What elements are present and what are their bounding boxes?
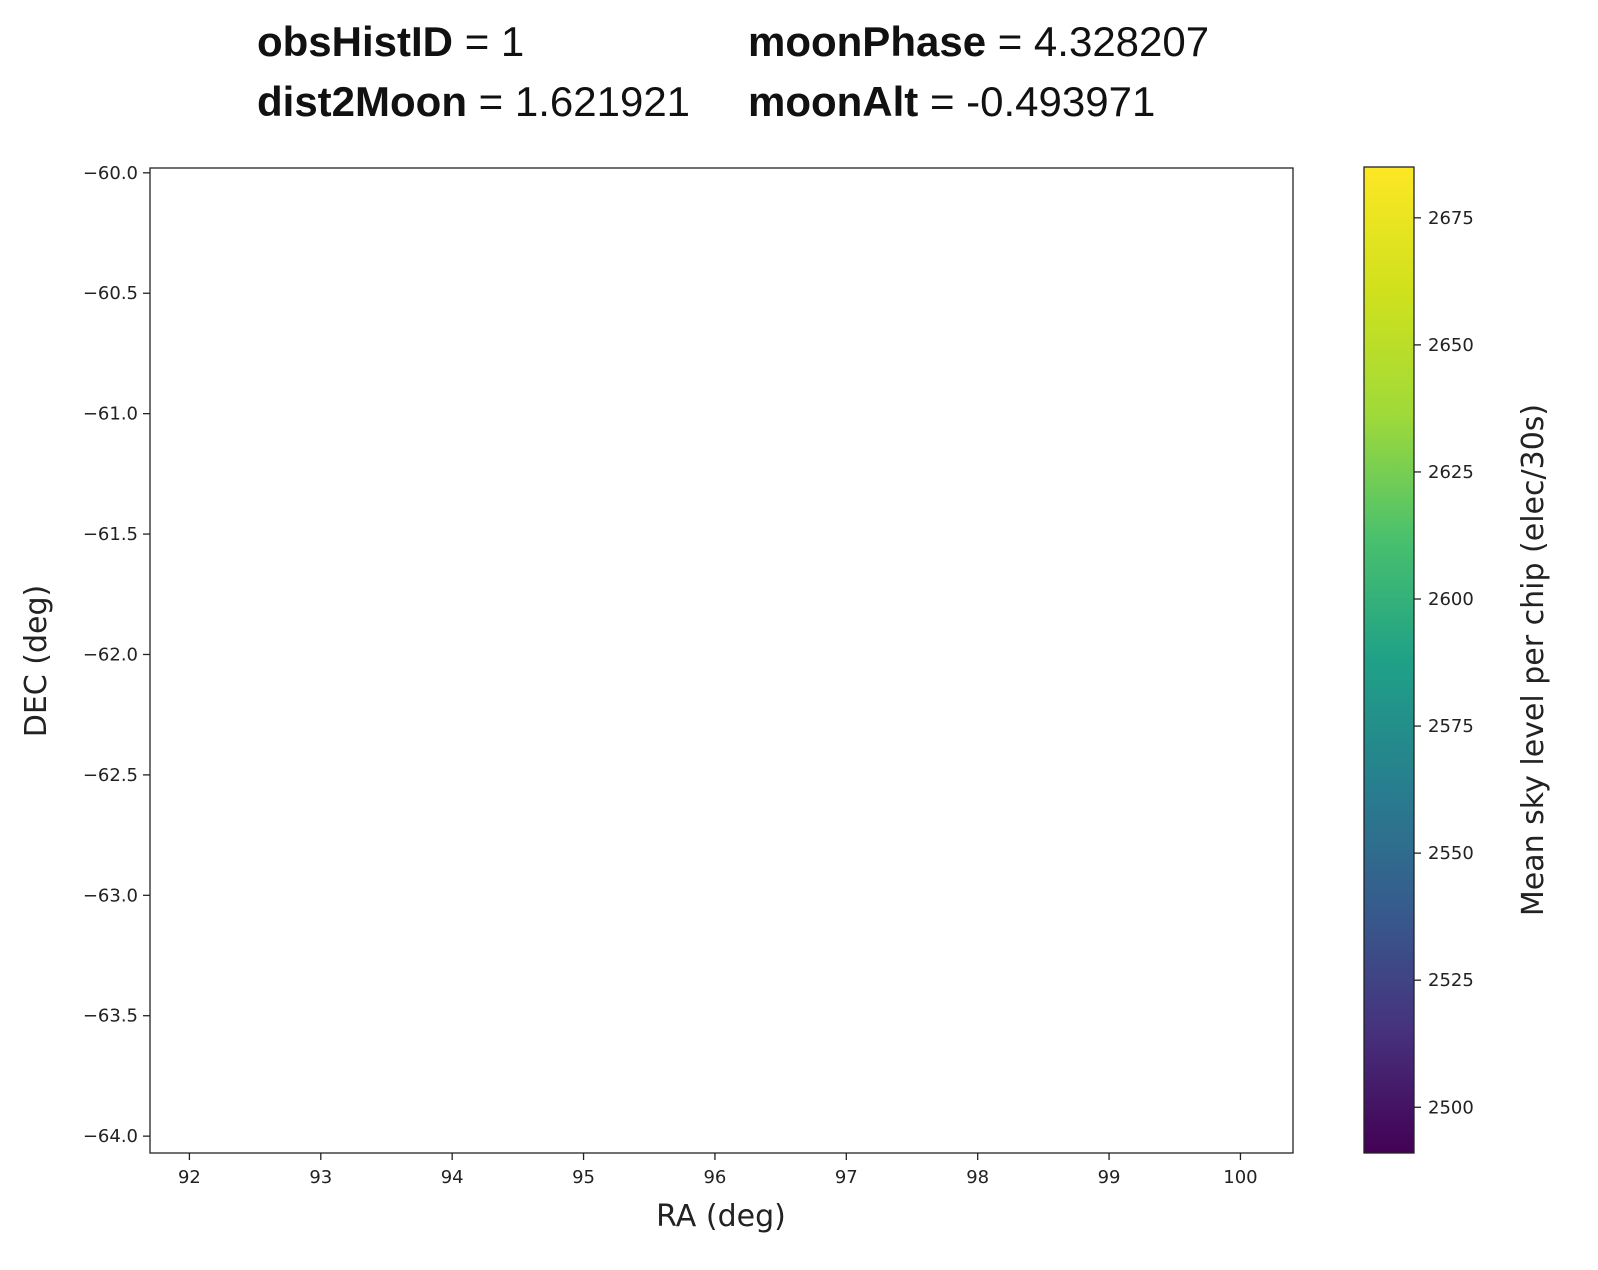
y-tick-label: −63.5 (83, 1006, 138, 1027)
colorbar-axis: 2500 2525 2550 2575 2600 2625 2650 2675 (1414, 208, 1474, 1118)
y-tick-label: −62.5 (83, 765, 138, 786)
colorbar-tick-label: 2575 (1428, 716, 1474, 737)
moonalt-line: moonAlt = -0.493971 (748, 78, 1155, 126)
moonalt-value: = -0.493971 (929, 78, 1156, 125)
obshistid-line: obsHistID = 1 (257, 18, 524, 66)
y-tick-label: −63.0 (83, 885, 138, 906)
observation-header: obsHistID = 1 moonPhase = 4.328207 dist2… (0, 0, 1598, 140)
y-tick-label: −60.0 (83, 163, 138, 184)
x-axis: 92 93 94 95 96 97 98 99 100 (178, 1153, 1258, 1188)
x-tick-label: 98 (966, 1167, 989, 1188)
colorbar-tick-label: 2675 (1428, 208, 1474, 229)
colorbar-tick-label: 2550 (1428, 843, 1474, 864)
y-tick-label: −62.0 (83, 644, 138, 665)
moonphase-key: moonPhase (748, 18, 987, 65)
colorbar-tick-label: 2600 (1428, 589, 1474, 610)
y-tick-label: −60.5 (83, 283, 138, 304)
colorbar-tick-label: 2650 (1428, 335, 1474, 356)
y-tick-label: −61.0 (83, 404, 138, 425)
obshistid-key: obsHistID (257, 18, 454, 65)
colorbar (1363, 166, 1415, 1154)
x-tick-label: 92 (178, 1167, 201, 1188)
y-axis: −60.0 −60.5 −61.0 −61.5 −62.0 −62.5 −63.0 −63.5… (83, 163, 150, 1147)
moonphase-line: moonPhase = 4.328207 (748, 18, 1209, 66)
colorbar-label: Mean sky level per chip (elec/30s) (1516, 404, 1551, 916)
colorbar-tick-label: 2625 (1428, 462, 1474, 483)
x-tick-label: 94 (441, 1167, 464, 1188)
x-tick-label: 95 (572, 1167, 595, 1188)
obshistid-value: = 1 (464, 18, 525, 65)
moonphase-value: = 4.328207 (997, 18, 1210, 65)
colorbar-tick-label: 2500 (1428, 1097, 1474, 1118)
plot-frame (149, 167, 1294, 1154)
dist2moon-line: dist2Moon = 1.621921 (257, 78, 690, 126)
dist2moon-key: dist2Moon (257, 78, 467, 125)
x-tick-label: 96 (703, 1167, 726, 1188)
x-tick-label: 93 (309, 1167, 332, 1188)
x-tick-label: 97 (835, 1167, 858, 1188)
y-tick-label: −64.0 (83, 1126, 138, 1147)
y-tick-label: −61.5 (83, 524, 138, 545)
x-axis-label: RA (deg) (656, 1199, 786, 1234)
y-axis-label: DEC (deg) (19, 585, 54, 738)
colorbar-tick-label: 2525 (1428, 970, 1474, 991)
x-tick-label: 100 (1223, 1167, 1257, 1188)
dist2moon-value: = 1.621921 (478, 78, 691, 125)
moonalt-key: moonAlt (748, 78, 919, 125)
x-tick-label: 99 (1098, 1167, 1121, 1188)
